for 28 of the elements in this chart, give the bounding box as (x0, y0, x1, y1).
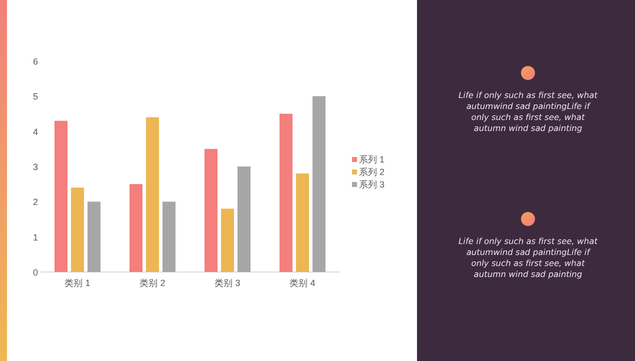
y-tick-label: 1 (32, 232, 38, 242)
bar (312, 96, 326, 272)
bar (280, 114, 292, 272)
x-tick-label: 类别 2 (140, 278, 166, 288)
bar (130, 184, 142, 272)
bar (204, 148, 218, 272)
y-tick-label: 4 (32, 126, 38, 137)
bar (221, 208, 234, 272)
y-tick-label: 3 (32, 162, 38, 172)
bar (296, 174, 309, 272)
x-tick-label: 类别 1 (64, 278, 90, 288)
y-tick-label: 5 (32, 92, 38, 102)
bar (238, 166, 250, 272)
x-tick-label: 类别 4 (290, 278, 316, 288)
bar (146, 117, 159, 272)
bar (88, 202, 100, 272)
legend-label: 系列 3 (359, 180, 385, 190)
bar (162, 202, 176, 272)
x-tick-label: 类别 3 (214, 278, 240, 288)
y-tick-label: 2 (32, 197, 38, 208)
y-tick-label: 0 (32, 268, 38, 278)
text: Life if only such as first see, what autumwind sad paintingLife if only such as first see, what autumn wind sad painting (458, 236, 598, 279)
legend-label: 系列 2 (359, 167, 385, 177)
bar (71, 188, 84, 272)
y-tick-label: 6 (32, 56, 38, 66)
text: Life if only such as first see, what autumwind sad paintingLife if only such as first see, what autumn wind sad painting (458, 90, 598, 133)
legend-label: 系列 1 (359, 154, 385, 164)
bar (54, 120, 68, 272)
